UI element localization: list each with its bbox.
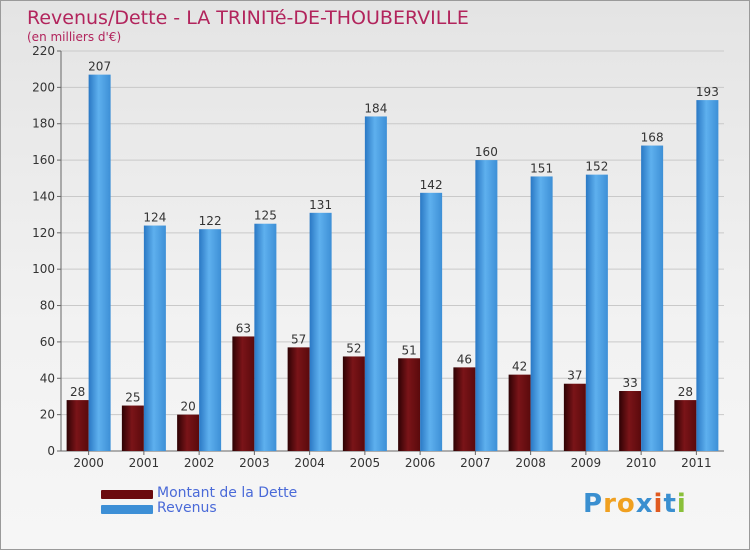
bar-dette <box>563 383 586 451</box>
bar-revenus <box>585 174 608 452</box>
legend-label-dette: Montant de la Dette <box>157 485 298 501</box>
bar-dette <box>66 400 89 451</box>
data-label-revenus: 124 <box>143 211 166 225</box>
data-label-dette: 28 <box>70 385 85 399</box>
logo-letter: i <box>653 489 664 519</box>
y-tick-label: 160 <box>32 153 55 167</box>
bar-dette <box>177 414 200 451</box>
logo-letter: t <box>663 489 677 519</box>
data-label-dette: 52 <box>346 341 361 355</box>
data-label-revenus: 168 <box>641 131 664 145</box>
data-label-revenus: 207 <box>88 60 111 74</box>
bar-revenus <box>364 116 387 452</box>
data-label-revenus: 152 <box>585 160 608 174</box>
data-label-dette: 33 <box>622 376 637 390</box>
x-tick-label: 2005 <box>350 456 381 470</box>
bar-revenus <box>530 176 553 452</box>
legend-label-revenus: Revenus <box>157 500 217 516</box>
x-tick-label: 2007 <box>460 456 491 470</box>
y-tick-label: 120 <box>32 226 55 240</box>
bar-dette <box>674 400 697 451</box>
x-tick-label: 2008 <box>515 456 546 470</box>
chart-title: Revenus/Dette - LA TRINITé-DE-THOUBERVIL… <box>27 7 469 29</box>
bar-revenus <box>696 100 719 451</box>
y-tick-label: 0 <box>47 444 55 458</box>
bar-revenus <box>420 192 443 451</box>
bar-revenus <box>475 160 498 451</box>
chart-subtitle: (en milliers d'€) <box>27 30 122 44</box>
x-tick-label: 2003 <box>239 456 270 470</box>
bar-revenus <box>88 74 111 452</box>
data-label-dette: 46 <box>457 352 472 366</box>
data-label-dette: 42 <box>512 360 527 374</box>
data-label-dette: 57 <box>291 332 306 346</box>
y-tick-label: 60 <box>40 335 55 349</box>
data-label-revenus: 184 <box>364 101 387 115</box>
data-label-revenus: 131 <box>309 198 332 212</box>
logo-letter: o <box>616 489 636 519</box>
bar-revenus <box>254 223 277 451</box>
bar-dette <box>121 405 144 451</box>
bar-dette <box>232 336 255 451</box>
data-label-revenus: 142 <box>420 178 443 192</box>
y-tick-label: 40 <box>40 371 55 385</box>
y-tick-label: 180 <box>32 117 55 131</box>
logo-letter: P <box>583 489 604 519</box>
data-label-dette: 37 <box>567 369 582 383</box>
bar-dette <box>287 347 310 451</box>
x-tick-label: 2009 <box>571 456 602 470</box>
data-label-dette: 20 <box>180 400 195 414</box>
data-label-revenus: 160 <box>475 145 498 159</box>
y-tick-label: 20 <box>40 408 55 422</box>
x-tick-label: 2001 <box>129 456 160 470</box>
legend-swatch-dette <box>101 490 153 499</box>
legend-swatch-revenus <box>101 505 153 514</box>
data-label-revenus: 193 <box>696 85 719 99</box>
y-tick-label: 80 <box>40 299 55 313</box>
bar-revenus <box>143 225 166 451</box>
data-label-dette: 25 <box>125 391 140 405</box>
data-label-dette: 28 <box>678 385 693 399</box>
data-label-dette: 63 <box>236 321 251 335</box>
logo-letter: i <box>676 489 687 519</box>
x-tick-label: 2000 <box>73 456 104 470</box>
x-tick-label: 2010 <box>626 456 657 470</box>
bar-revenus <box>199 229 222 451</box>
data-label-dette: 51 <box>401 343 416 357</box>
proxiti-logo: Proxiti <box>583 489 687 519</box>
bar-dette <box>508 374 531 451</box>
data-label-revenus: 122 <box>199 214 222 228</box>
bar-dette <box>398 358 421 451</box>
y-tick-label: 140 <box>32 189 55 203</box>
x-tick-label: 2006 <box>405 456 436 470</box>
data-label-revenus: 151 <box>530 161 553 175</box>
y-tick-label: 100 <box>32 262 55 276</box>
y-tick-label: 220 <box>32 44 55 58</box>
y-tick-label: 200 <box>32 80 55 94</box>
logo-letter: r <box>603 489 617 519</box>
x-tick-label: 2011 <box>681 456 712 470</box>
bar-dette <box>453 367 476 451</box>
bar-dette <box>342 356 365 451</box>
bar-dette <box>619 391 642 451</box>
bar-revenus <box>309 212 332 451</box>
data-label-revenus: 125 <box>254 209 277 223</box>
bar-revenus <box>641 145 664 451</box>
x-tick-label: 2004 <box>294 456 325 470</box>
x-tick-label: 2002 <box>184 456 215 470</box>
logo-letter: x <box>635 489 654 519</box>
